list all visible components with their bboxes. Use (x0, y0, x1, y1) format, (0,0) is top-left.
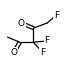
Text: O: O (18, 19, 25, 28)
Text: F: F (45, 36, 50, 45)
Text: F: F (54, 11, 59, 20)
Text: F: F (40, 48, 45, 57)
Text: O: O (10, 48, 17, 57)
